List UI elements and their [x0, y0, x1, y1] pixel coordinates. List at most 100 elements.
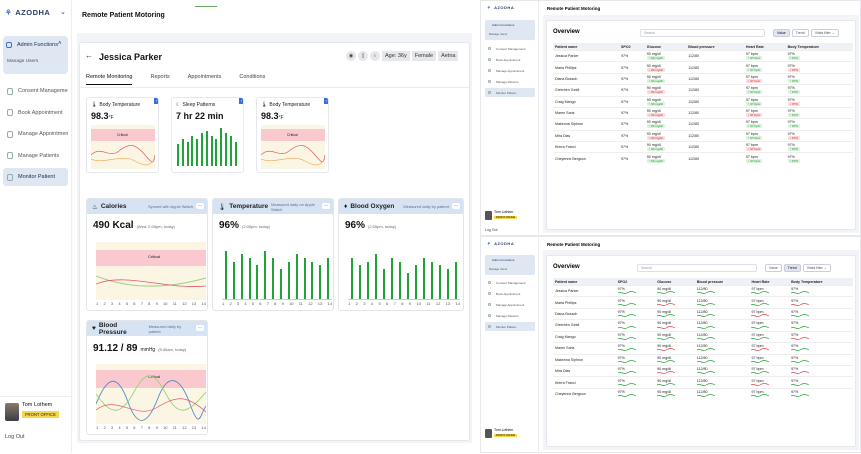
body-temperature-cell: 97%: [789, 330, 853, 343]
logout-link[interactable]: Log Out: [485, 228, 498, 232]
sidebar-item-consent-management[interactable]: Consent Management: [3, 82, 68, 100]
admin-functions-group[interactable]: Admin Functions ˄ Manage Users: [3, 36, 68, 74]
heart-rate-cell: 97 bpm ↑ 97 bpm: [743, 118, 786, 131]
sidebar-item-book-appointment[interactable]: Book Appointment: [3, 104, 68, 122]
table-row[interactable]: Gretchen Geidt 97% 90 mg/dl ↓ 90 mg/dl 11…: [553, 84, 853, 96]
admin-functions-label[interactable]: Admin Functions: [492, 23, 515, 27]
x-tick-label: 6: [386, 301, 389, 306]
table-row[interactable]: Gretchen Geidt 97% 90 mg/dl 112/80 97 bp…: [553, 319, 853, 332]
sidebar-item-monitor-patient[interactable]: Monitor Patient: [485, 88, 535, 97]
trend-sparkline: [657, 337, 676, 340]
patient-name-cell: Cheyenne Bergson: [553, 152, 619, 164]
sidebar-item-manage-patients[interactable]: Manage Patients: [485, 311, 535, 320]
more-icon[interactable]: …: [322, 202, 330, 209]
manage-users-item[interactable]: Manage Users: [489, 32, 508, 36]
admin-functions-label[interactable]: Admin Functions: [492, 258, 515, 262]
table-row[interactable]: Cheyenne Bergson 97% 90 mg/dl ↑ 90 mg/dl …: [553, 152, 853, 164]
sidebar-item-monitor-patient[interactable]: Monitor Patient: [485, 322, 535, 331]
column-header: Patient name: [553, 43, 619, 51]
patient-tabs: Remote Monitoring Reports Appointments Cond…: [86, 74, 265, 85]
table-row[interactable]: Maria Phillips 97% 90 mg/dl ↓ 90 mg/dl 11…: [553, 61, 853, 74]
more-icon[interactable]: …: [452, 202, 460, 209]
table-row[interactable]: Craig Mango 97% 90 mg/dl ↑ 90 mg/dl 112/8…: [553, 95, 853, 108]
trend-sparkline: [657, 325, 676, 329]
toggle-value[interactable]: Value: [773, 29, 790, 37]
heart-rate-cell: 97 bpm: [749, 342, 790, 355]
table-row[interactable]: Craig Mango 97% 90 mg/dl 112/80 97 bpm 9…: [553, 330, 853, 343]
spo2-cell: 97%: [615, 319, 656, 332]
sidebar-item-manage-appointment[interactable]: Manage Appointment: [3, 125, 68, 143]
table-row[interactable]: Jessica Parker 97% 90 mg/dl ↑ 90 mg/dl 11…: [553, 49, 853, 62]
glucose-cell: 90 mg/dl: [655, 353, 695, 366]
tab-appointments[interactable]: Appointments: [187, 74, 222, 80]
sidebar-item-consent-management[interactable]: Consent Management: [485, 44, 535, 53]
toggle-value[interactable]: Value: [765, 264, 782, 272]
tab-remote-monitoring[interactable]: Remote Monitoring: [86, 74, 133, 85]
search-input[interactable]: Search: [637, 264, 757, 272]
value-bar: [264, 250, 267, 299]
mini-card-body-temperature[interactable]: 🌡 Body Temperature › 98.3°F Critical: [86, 97, 159, 173]
sidebar-item-manage-appointment[interactable]: Manage Appointment: [485, 300, 535, 309]
search-input[interactable]: Search: [640, 29, 765, 37]
sidebar-item-consent-management[interactable]: Consent Management: [485, 278, 535, 287]
table-row[interactable]: Kierra Franci 97% 90 mg/dl 112/80 97 bpm…: [553, 376, 853, 389]
mic-icon[interactable]: ♁: [370, 51, 380, 61]
more-icon[interactable]: …: [196, 202, 204, 209]
table-row[interactable]: Maria Phillips 97% 90 mg/dl 112/80 97 bp…: [553, 296, 853, 309]
back-arrow-icon[interactable]: ←: [85, 51, 93, 60]
value-bar: [272, 257, 275, 299]
sidebar-item-book-appointment[interactable]: Book Appointment: [485, 55, 535, 64]
trend-sparkline: [751, 314, 770, 317]
mini-card-value: 98.3: [261, 111, 279, 121]
toggle-trend[interactable]: Trend: [783, 264, 801, 272]
logout-link[interactable]: Log Out: [5, 434, 25, 440]
collapse-chevron-icon[interactable]: ⌄: [60, 9, 66, 16]
table-row[interactable]: Jessica Parker 97% 90 mg/dl 112/80 97 bp…: [553, 284, 853, 297]
table-row[interactable]: Diana Bossoh 97% 90 mg/dl 112/80 97 bpm …: [553, 307, 853, 320]
x-tick-label: 7: [393, 301, 396, 306]
sidebar-item-manage-appointment[interactable]: Manage Appointment: [485, 66, 535, 75]
mini-card-sleep-patterns[interactable]: ☾ Sleep Patterns › 7 hr 22 min: [171, 97, 244, 173]
manage-users-item[interactable]: Manage Users: [489, 267, 508, 271]
more-icon[interactable]: …: [196, 324, 204, 331]
sidebar-item-monitor-patient[interactable]: Monitor Patient: [3, 168, 68, 186]
vitals-filter[interactable]: Vitals filter ⌄: [802, 264, 831, 272]
tab-conditions[interactable]: Conditions: [239, 74, 266, 80]
status-chip: ↑ 97 bpm: [745, 124, 763, 129]
chevron-up-icon[interactable]: ˄: [58, 41, 62, 47]
sidebar-item-label: Monitor Patient: [18, 174, 55, 180]
table-row[interactable]: Mira Dias 97% 90 mg/dl ↓ 90 mg/dl 112/80 …: [553, 129, 853, 142]
manage-users-item[interactable]: Manage Users: [7, 59, 39, 64]
expand-icon[interactable]: ›: [324, 98, 328, 104]
table-row[interactable]: Maren Saris 97% 90 mg/dl 112/80 97 bpm 9…: [553, 342, 853, 355]
sidebar-item-manage-patients[interactable]: Manage Patients: [3, 147, 68, 165]
expand-icon[interactable]: ›: [154, 98, 158, 104]
table-row[interactable]: Makenna Siphron 97% 90 mg/dl ↑ 90 mg/dl 1…: [553, 118, 853, 131]
glucose-cell: 90 mg/dl: [655, 364, 695, 377]
blood-pressure-cell: 112/80: [686, 106, 744, 119]
table-row[interactable]: Maren Saris 97% 90 mg/dl ↓ 90 mg/dl 112/8…: [553, 106, 853, 119]
expand-icon[interactable]: ›: [239, 98, 243, 104]
sidebar-item-book-appointment[interactable]: Book Appointment: [485, 289, 535, 298]
location-icon[interactable]: ◉: [346, 51, 356, 61]
x-tick-label: 4: [370, 301, 374, 306]
heart-rate-cell: 97 bpm: [749, 307, 790, 320]
toggle-trend[interactable]: Trend: [791, 29, 809, 37]
x-tick-label: 7: [266, 301, 269, 306]
mini-card-body-temperature[interactable]: 🌡 Body Temperature › 98.3°F Critical: [256, 97, 329, 173]
phone-icon[interactable]: ▯: [358, 51, 368, 61]
table-row[interactable]: Kierra Franci 97% 90 mg/dl ↑ 90 mg/dl 112…: [553, 140, 853, 153]
status-chip: ↑ 90 mg/dl: [646, 147, 665, 152]
table-row[interactable]: Diana Bossoh 97% 90 mg/dl ↑ 90 mg/dl 112/…: [553, 72, 853, 85]
trend-sparkline: [657, 382, 676, 386]
tab-reports[interactable]: Reports: [150, 74, 170, 80]
sleep-bar: [186, 141, 189, 166]
role-badge: FRONT OFFICE: [494, 434, 518, 437]
sidebar-item-manage-patients[interactable]: Manage Patients: [485, 77, 535, 86]
vitals-filter[interactable]: Vitals filter ⌄: [810, 29, 839, 37]
table-row[interactable]: Makenna Siphron 97% 90 mg/dl 112/80 97 b…: [553, 353, 853, 366]
patient-name-cell: Maren Saris: [553, 342, 616, 355]
trend-sparkline: [751, 325, 770, 329]
table-row[interactable]: Mira Dias 97% 90 mg/dl 112/80 97 bpm 97%: [553, 364, 853, 377]
table-row[interactable]: Cheyenne Bergson 97% 90 mg/dl 112/80 97 …: [553, 387, 853, 400]
